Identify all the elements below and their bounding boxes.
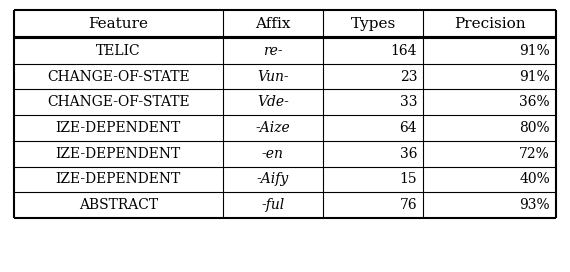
- Text: 64: 64: [400, 121, 417, 135]
- Text: CHANGE-OF-STATE: CHANGE-OF-STATE: [47, 95, 190, 109]
- Text: Types: Types: [351, 17, 396, 31]
- Text: 80%: 80%: [519, 121, 550, 135]
- Text: Precision: Precision: [454, 17, 526, 31]
- Text: CHANGE-OF-STATE: CHANGE-OF-STATE: [47, 70, 190, 84]
- Text: 15: 15: [400, 172, 417, 186]
- Text: Feature: Feature: [88, 17, 148, 31]
- Text: IZE-DEPENDENT: IZE-DEPENDENT: [56, 147, 181, 161]
- Text: -ful: -ful: [261, 198, 284, 212]
- Text: 23: 23: [400, 70, 417, 84]
- Text: -en: -en: [262, 147, 284, 161]
- Text: 93%: 93%: [519, 198, 550, 212]
- Text: IZE-DEPENDENT: IZE-DEPENDENT: [56, 172, 181, 186]
- Text: 33: 33: [400, 95, 417, 109]
- Text: Affix: Affix: [255, 17, 291, 31]
- Text: re-: re-: [263, 44, 283, 58]
- Text: TELIC: TELIC: [96, 44, 141, 58]
- Text: 76: 76: [400, 198, 417, 212]
- Text: Vun-: Vun-: [257, 70, 288, 84]
- Text: IZE-DEPENDENT: IZE-DEPENDENT: [56, 121, 181, 135]
- Text: Table 1: Feature and ...: Table 1: Feature and ...: [211, 246, 359, 259]
- Text: -Aize: -Aize: [255, 121, 290, 135]
- Text: 91%: 91%: [519, 44, 550, 58]
- Text: ABSTRACT: ABSTRACT: [79, 198, 158, 212]
- Text: 164: 164: [390, 44, 417, 58]
- Text: 91%: 91%: [519, 70, 550, 84]
- Text: 36: 36: [400, 147, 417, 161]
- Text: 40%: 40%: [519, 172, 550, 186]
- Text: 72%: 72%: [519, 147, 550, 161]
- Text: Vde-: Vde-: [257, 95, 289, 109]
- Text: 36%: 36%: [519, 95, 550, 109]
- Text: -Aify: -Aify: [256, 172, 289, 186]
